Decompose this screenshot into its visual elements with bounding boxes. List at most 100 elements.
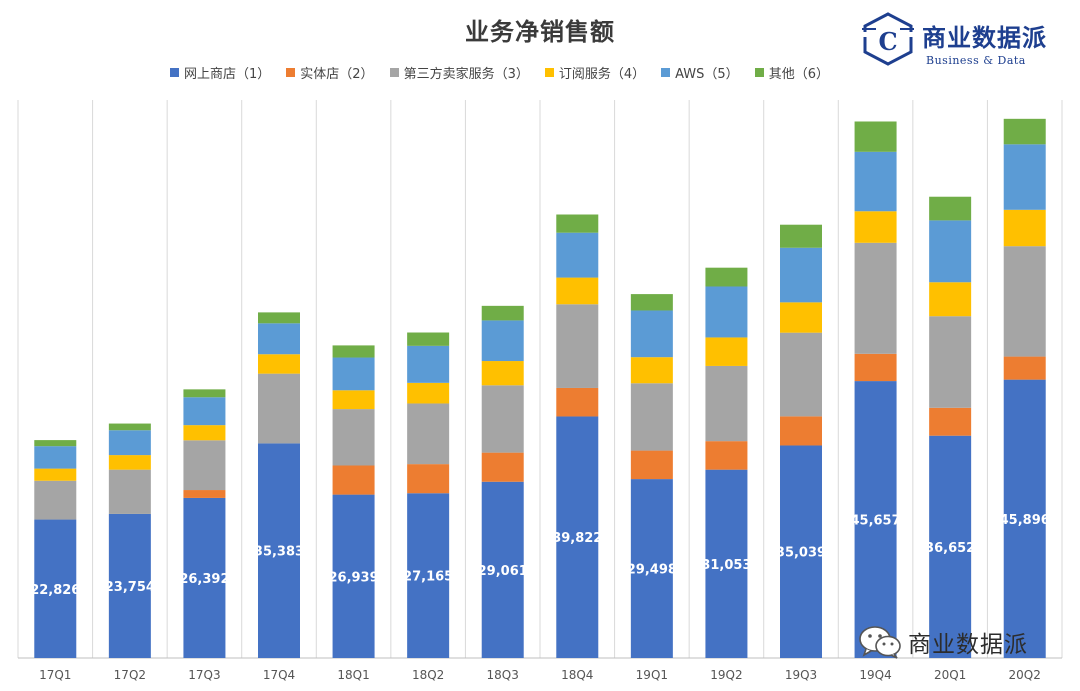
brand-logo: C 商业数据派 Business & Data: [862, 12, 1072, 72]
bar-segment: [481, 361, 524, 386]
bar-segment: [705, 365, 748, 442]
bar-segment: [929, 196, 972, 221]
bar-segment: [854, 353, 897, 382]
data-label: 35,039: [776, 546, 826, 561]
bar-segment: [780, 416, 822, 446]
x-tick-label: 18Q2: [412, 668, 444, 682]
legend-label: 网上商店（1）: [184, 66, 271, 82]
data-label: 31,053: [701, 558, 751, 573]
bar-segment: [780, 332, 822, 417]
bar-segment: [108, 469, 151, 514]
bar-segment: [34, 446, 77, 469]
x-tick-label: 17Q3: [188, 668, 220, 682]
bar-segment: [332, 494, 375, 658]
bar-segment: [108, 423, 151, 431]
bar-segment: [929, 220, 972, 283]
x-tick-label: 19Q4: [859, 668, 891, 682]
bar-segment: [630, 310, 673, 358]
bar-segment: [556, 232, 599, 278]
bar-segment: [1003, 379, 1046, 658]
data-label: 45,896: [1000, 513, 1050, 528]
x-tick-label: 19Q3: [785, 668, 817, 682]
bar-segment: [332, 409, 375, 466]
bar-segment: [481, 320, 524, 362]
bar-segment: [630, 294, 673, 311]
data-label: 36,652: [925, 541, 975, 556]
x-tick-label: 20Q1: [934, 668, 966, 682]
bar-segment: [929, 435, 972, 658]
bar-segment: [332, 465, 375, 495]
data-label: 26,939: [328, 570, 378, 585]
bar-segment: [929, 316, 972, 408]
watermark: 商业数据派: [858, 622, 1058, 662]
bar-segment: [481, 452, 524, 482]
bar-segment: [183, 389, 226, 398]
bar-segment: [183, 497, 226, 658]
legend-label: 订阅服务（4）: [558, 66, 646, 82]
x-tick-label: 17Q1: [39, 668, 71, 682]
x-tick-label: 18Q3: [487, 668, 519, 682]
logo-name: 商业数据派: [922, 24, 1047, 52]
bar-segment: [407, 493, 450, 658]
bar-segment: [780, 224, 822, 248]
bar-segment: [407, 345, 450, 383]
bar-segment: [407, 332, 450, 346]
bar-segment: [854, 242, 897, 354]
legend-label: 第三方卖家服务（3）: [403, 66, 529, 82]
legend-item: AWS（5）: [661, 63, 739, 82]
watermark-name: 商业数据派: [908, 632, 1028, 658]
x-tick-label: 18Q4: [561, 668, 593, 682]
legend-swatch: [286, 67, 296, 77]
bar-segment: [34, 468, 77, 481]
bar-segment: [183, 397, 226, 426]
bar-segment: [183, 490, 226, 498]
bar-segment: [258, 354, 300, 374]
data-label: 29,498: [627, 563, 677, 578]
data-label: 27,165: [403, 570, 453, 585]
legend-swatch: [170, 67, 179, 77]
bar-segment: [630, 450, 673, 480]
data-label: 22,826: [30, 583, 80, 598]
bar-segment: [108, 513, 151, 658]
bar-segment: [854, 151, 897, 212]
logo-hexagon-icon: C: [862, 12, 914, 66]
data-label: 35,383: [254, 545, 304, 560]
legend-label: 实体店（2）: [300, 66, 374, 82]
bar-segment: [407, 403, 450, 465]
x-tick-label: 19Q1: [636, 668, 668, 682]
bar-segment: [556, 304, 599, 388]
bar-segment: [183, 425, 226, 441]
bar-segment: [407, 464, 450, 494]
bar-segment: [481, 305, 524, 321]
bar-segment: [1003, 356, 1046, 380]
bar-segment: [332, 345, 375, 358]
bar-segment: [780, 302, 822, 333]
bar-segment: [854, 381, 897, 658]
bar-segment: [630, 357, 673, 384]
bar-segment: [705, 337, 748, 366]
bar-segment: [407, 382, 450, 404]
bar-segment: [183, 440, 226, 491]
bar-segment: [780, 445, 822, 658]
bar-segment: [929, 407, 972, 436]
bar-segment: [258, 443, 300, 658]
x-tick-label: 17Q2: [114, 668, 146, 682]
bar-segment: [705, 469, 748, 658]
legend-label: AWS（5）: [675, 66, 739, 82]
chart-legend: 网上商店（1） 实体店（2） 第三方卖家服务（3） 订阅服务（4） AWS（5） 其他（6…: [170, 62, 845, 82]
data-label: 39,822: [552, 531, 602, 546]
legend-item: 实体店（2）: [286, 63, 374, 82]
x-tick-label: 18Q1: [337, 668, 369, 682]
data-label: 45,657: [850, 514, 900, 529]
bar-segment: [258, 373, 300, 444]
bar-segment: [332, 357, 375, 391]
legend-swatch: [389, 67, 399, 77]
legend-item: 其他（6）: [754, 63, 829, 82]
x-tick-label: 19Q2: [710, 668, 742, 682]
bar-segment: [556, 416, 599, 658]
bar-segment: [705, 267, 748, 287]
data-label: 26,392: [179, 572, 229, 587]
bar-segment: [332, 390, 375, 410]
chart-title: 业务净销售额: [465, 18, 615, 46]
